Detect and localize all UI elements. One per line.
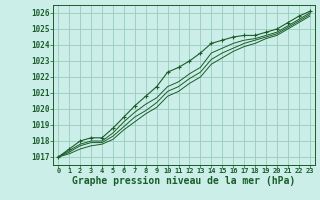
X-axis label: Graphe pression niveau de la mer (hPa): Graphe pression niveau de la mer (hPa) — [72, 176, 296, 186]
